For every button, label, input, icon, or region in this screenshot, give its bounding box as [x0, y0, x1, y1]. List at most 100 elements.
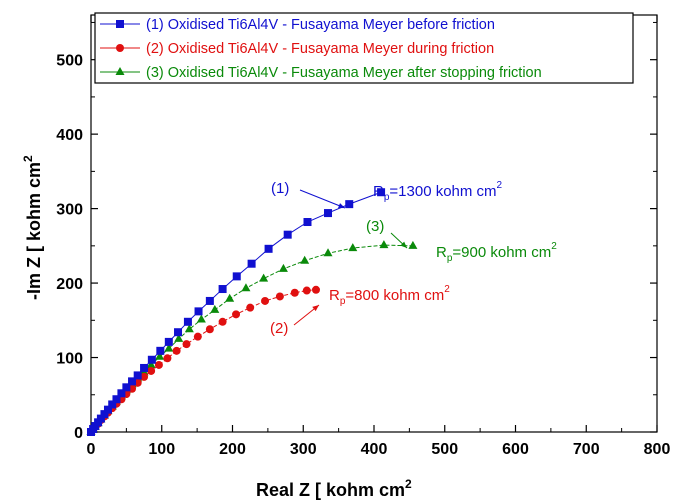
data-point: [290, 288, 299, 297]
y-axis-title-sup: 2: [21, 155, 35, 162]
axes: 0 100 200 300 400 500 600 700 800 0 100 200 300 400 50…: [56, 15, 670, 458]
series-layer: [86, 188, 418, 436]
legend: (1) Oxidised Ti6Al4V - Fusayama Meyer be…: [94, 12, 634, 84]
data-point: [232, 310, 241, 319]
x-tick-label: 700: [573, 441, 600, 458]
data-point: [147, 366, 156, 375]
x-tick-label: 400: [361, 441, 388, 458]
annotation-rp3: Rp=900 kohm cm2: [436, 241, 557, 264]
data-point: [103, 405, 112, 414]
annotation-arrowhead: [400, 241, 407, 248]
y-axis-title-text: -Im Z [ kohm cm: [24, 162, 44, 300]
y-tick-label: 100: [56, 351, 83, 368]
data-point: [154, 360, 163, 369]
annotation-rp2: Rp=800 kohm cm2: [329, 284, 450, 307]
data-point: [164, 337, 173, 346]
data-point: [172, 346, 181, 355]
data-point: [232, 272, 241, 281]
data-point: [155, 351, 165, 360]
series-2: [87, 285, 320, 436]
data-point: [247, 259, 256, 268]
data-point: [264, 244, 273, 253]
legend-label: (2) Oxidised Ti6Al4V - Fusayama Meyer du…: [146, 41, 494, 57]
legend-marker: [116, 44, 124, 52]
x-tick-label: 0: [87, 441, 96, 458]
data-point: [377, 188, 386, 197]
y-tick-label: 300: [56, 202, 83, 219]
data-point: [184, 324, 194, 333]
y-tick-label: 500: [56, 53, 83, 70]
x-tick-label: 300: [290, 441, 317, 458]
data-point: [205, 296, 214, 305]
data-point: [283, 230, 292, 239]
legend-box: [94, 12, 634, 84]
y-tick-label: 200: [56, 276, 83, 293]
data-point: [147, 355, 156, 364]
data-point: [140, 372, 149, 381]
x-tick-label: 600: [502, 441, 529, 458]
data-point: [128, 377, 137, 386]
annotation-arrow: [299, 189, 346, 209]
x-axis-title: Real Z [ kohm cm2: [256, 477, 412, 500]
annotation-rp1: Rp=1300 kohm cm2: [373, 180, 503, 203]
x-axis-title-text: Real Z [ kohm cm: [256, 480, 405, 500]
data-point: [218, 285, 227, 294]
y-axis-title: -Im Z [ kohm cm2: [21, 155, 44, 300]
legend-entry-3: (3) Oxidised Ti6Al4V - Fusayama Meyer af…: [100, 65, 542, 81]
data-point: [225, 293, 235, 302]
data-point: [133, 371, 142, 380]
annotation-arrowhead: [338, 203, 345, 209]
data-point: [311, 285, 320, 294]
x-tick-label: 100: [148, 441, 175, 458]
x-tick-label: 800: [644, 441, 671, 458]
legend-marker: [116, 20, 124, 28]
annotations: (1) Rp=1300 kohm cm2 (3) Rp=900 kohm cm2 Rp=…: [270, 180, 557, 337]
annotation-arrowhead: [312, 305, 319, 312]
data-point: [278, 263, 288, 272]
data-point: [246, 303, 255, 312]
data-point: [122, 383, 131, 392]
data-point: [261, 296, 270, 305]
data-point: [379, 240, 389, 249]
data-point: [324, 209, 333, 218]
data-point: [302, 286, 311, 295]
x-tick-label: 200: [219, 441, 246, 458]
data-point: [194, 307, 203, 316]
legend-entry-1: (1) Oxidised Ti6Al4V - Fusayama Meyer be…: [100, 17, 495, 33]
annotation-a3: (3): [366, 218, 384, 235]
x-axis-title-sup: 2: [405, 477, 412, 491]
data-point: [259, 273, 269, 282]
series-1: [87, 188, 386, 436]
y-tick-label: 400: [56, 127, 83, 144]
data-point: [182, 340, 191, 349]
data-point: [218, 317, 227, 326]
data-point: [183, 317, 192, 326]
data-point: [345, 200, 354, 209]
data-point: [117, 389, 126, 398]
x-tick-label: 500: [431, 441, 458, 458]
series-line: [90, 244, 413, 433]
data-point: [108, 400, 117, 409]
annotation-a2: (2): [270, 320, 288, 337]
data-point: [96, 414, 105, 423]
data-point: [100, 410, 109, 419]
data-point: [163, 354, 172, 363]
data-point: [174, 328, 183, 337]
data-point: [196, 314, 206, 323]
series-3: [86, 240, 418, 435]
series-line: [90, 289, 317, 433]
y-tick-label: 0: [74, 425, 83, 442]
data-point: [323, 248, 333, 257]
data-point: [140, 363, 149, 372]
data-point: [174, 333, 184, 342]
data-point: [156, 346, 165, 355]
data-point: [300, 255, 310, 264]
data-point: [275, 292, 284, 301]
data-point: [408, 240, 418, 249]
data-point: [112, 395, 121, 404]
annotation-a1: (1): [271, 180, 289, 197]
legend-label: (1) Oxidised Ti6Al4V - Fusayama Meyer be…: [146, 17, 495, 33]
data-point: [193, 332, 202, 341]
data-point: [146, 359, 156, 368]
